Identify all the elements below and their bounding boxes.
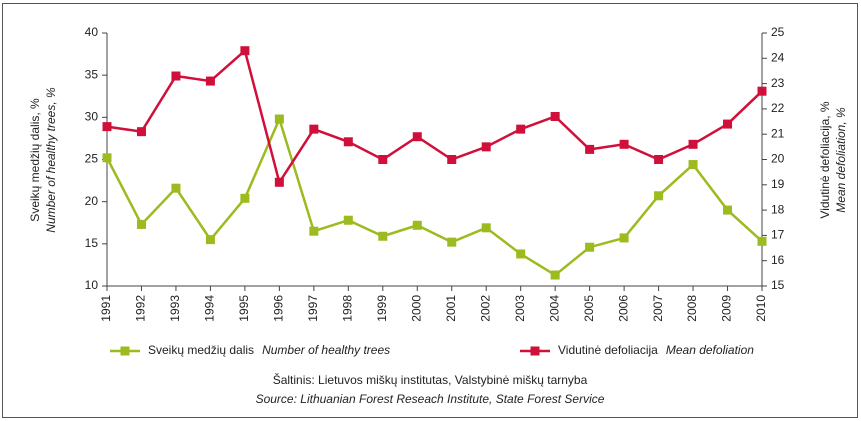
point — [516, 124, 526, 134]
legend-marker — [530, 346, 540, 356]
point — [619, 233, 629, 243]
point — [102, 153, 112, 163]
x-tick-label: 1998 — [340, 295, 354, 322]
x-tick-label: 1994 — [203, 295, 217, 322]
point — [757, 86, 767, 96]
legend-label-en: Mean defoliation — [666, 343, 754, 357]
point — [550, 111, 560, 121]
x-tick-label: 1996 — [272, 295, 286, 322]
x-tick-label: 2002 — [478, 295, 492, 322]
point — [412, 132, 422, 142]
point — [102, 122, 112, 132]
point — [481, 142, 491, 152]
y-tick-label: 10 — [85, 278, 99, 292]
point — [205, 76, 215, 86]
point — [205, 235, 215, 245]
x-tick-label: 1995 — [237, 295, 251, 322]
x-tick-label: 2010 — [754, 295, 768, 322]
point — [481, 223, 491, 233]
x-tick-label: 2009 — [720, 295, 734, 322]
legend-label: Sveikų medžių dalis — [148, 343, 254, 357]
x-tick-label: 2004 — [547, 295, 561, 322]
x-tick-label: 2005 — [582, 295, 596, 322]
point — [688, 139, 698, 149]
x-tick-label: 1991 — [99, 295, 113, 322]
series-line — [106, 48, 763, 186]
x-tick-label: 1993 — [168, 295, 182, 322]
x-tick-label: 1997 — [306, 295, 320, 322]
y-axis-label: Sveikų medžių dalis, % — [28, 98, 42, 222]
point — [723, 205, 733, 215]
point — [343, 137, 353, 147]
y-tick-label: 15 — [85, 236, 99, 250]
point — [723, 119, 733, 129]
y-tick-label: 20 — [85, 194, 99, 208]
point — [585, 242, 595, 252]
y-tick-label: 25 — [85, 152, 99, 166]
legend-label-en: Number of healthy trees — [262, 343, 390, 357]
point — [619, 139, 629, 149]
point — [171, 183, 181, 193]
point — [550, 270, 560, 280]
point — [136, 219, 146, 229]
x-tick-label: 2007 — [651, 295, 665, 322]
x-tick-label: 2003 — [513, 295, 527, 322]
point — [309, 124, 319, 134]
point — [171, 71, 181, 81]
point — [585, 144, 595, 154]
legend-label: Vidutinė defoliacija — [558, 343, 658, 357]
point — [378, 231, 388, 241]
source-en: Source: Lithuanian Forest Reseach Instit… — [256, 392, 605, 406]
point — [412, 220, 422, 230]
x-tick-label: 1992 — [134, 295, 148, 322]
point — [240, 46, 250, 56]
y2-axis-label-en: Mean defoliation, % — [834, 107, 848, 213]
source: Šaltinis: Lietuvos miškų institutas, Val… — [273, 372, 588, 387]
y2-tick-label: 24 — [771, 50, 785, 64]
y2-axis-label: Vidutinė defoliacija, % — [818, 101, 832, 219]
x-tick-label: 2008 — [685, 295, 699, 322]
frame — [2, 3, 858, 418]
point — [757, 236, 767, 246]
y-tick-label: 35 — [85, 67, 99, 81]
y2-tick-label: 21 — [771, 126, 785, 140]
point — [343, 215, 353, 225]
y2-tick-label: 20 — [771, 152, 785, 166]
point — [136, 127, 146, 137]
point — [654, 191, 664, 201]
y-tick-label: 40 — [85, 25, 99, 39]
y2-tick-label: 15 — [771, 278, 785, 292]
point — [447, 237, 457, 247]
y2-tick-label: 16 — [771, 253, 785, 267]
point — [274, 114, 284, 124]
x-tick-label: 1999 — [375, 295, 389, 322]
y2-tick-label: 25 — [771, 25, 785, 39]
y2-tick-label: 22 — [771, 101, 785, 115]
legend-marker — [120, 346, 130, 356]
y-tick-label: 30 — [85, 110, 99, 124]
point — [240, 193, 250, 203]
point — [447, 155, 457, 164]
y2-tick-label: 18 — [771, 202, 785, 216]
point — [274, 177, 284, 187]
y2-tick-label: 19 — [771, 177, 785, 191]
x-tick-label: 2000 — [409, 295, 423, 322]
y2-tick-label: 23 — [771, 76, 785, 90]
point — [688, 160, 698, 170]
point — [516, 249, 526, 259]
series-line — [105, 115, 763, 277]
y2-tick-label: 17 — [771, 228, 785, 242]
point — [378, 155, 388, 164]
y-axis-label-en: Number of healthy trees, % — [44, 87, 58, 233]
point — [309, 226, 319, 236]
x-tick-label: 2006 — [616, 295, 630, 322]
point — [654, 155, 664, 164]
x-tick-label: 2001 — [444, 295, 458, 322]
